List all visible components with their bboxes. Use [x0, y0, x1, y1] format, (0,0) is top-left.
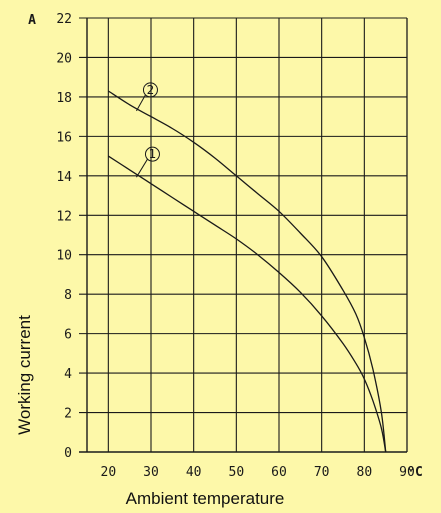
curves [107, 90, 387, 453]
callout-leader-1 [136, 158, 148, 178]
callout-leader-2 [136, 94, 146, 112]
x-axis-title: Ambient temperature [126, 489, 285, 508]
callout-label-2: 2 [147, 83, 155, 97]
y-axis-title: Working current [15, 315, 34, 435]
x-unit-label: °C [407, 465, 423, 480]
curve-2 [107, 90, 387, 453]
y-tick-label-16: 16 [56, 130, 72, 145]
y-tick-label-22: 22 [56, 12, 72, 27]
y-tick-label-8: 8 [64, 288, 72, 303]
y-tick-label-14: 14 [56, 170, 72, 185]
y-tick-label-2: 2 [64, 407, 72, 422]
curve-markers: 12 [136, 82, 160, 178]
x-tick-label-90: 90 [399, 465, 415, 480]
grid [79, 17, 408, 453]
y-tick-label-0: 0 [64, 446, 72, 461]
y-unit-label: A [28, 13, 36, 28]
y-tick-label-12: 12 [56, 209, 72, 224]
callout-label-1: 1 [149, 147, 157, 161]
x-tick-label-20: 20 [101, 465, 117, 480]
x-tick-label-50: 50 [229, 465, 245, 480]
y-tick-label-6: 6 [64, 328, 72, 343]
callout-circle-1 [144, 146, 160, 162]
curve-1 [107, 155, 387, 453]
x-tick-label-40: 40 [186, 465, 202, 480]
x-tick-label-30: 30 [143, 465, 159, 480]
x-tick-label-70: 70 [314, 465, 330, 480]
callout-circle-2 [142, 82, 158, 98]
y-tick-label-10: 10 [56, 249, 72, 264]
x-tick-label-80: 80 [357, 465, 373, 480]
x-tick-label-60: 60 [271, 465, 287, 480]
y-tick-label-20: 20 [56, 51, 72, 66]
y-tick-label-4: 4 [64, 367, 72, 382]
y-tick-label-18: 18 [56, 91, 72, 106]
